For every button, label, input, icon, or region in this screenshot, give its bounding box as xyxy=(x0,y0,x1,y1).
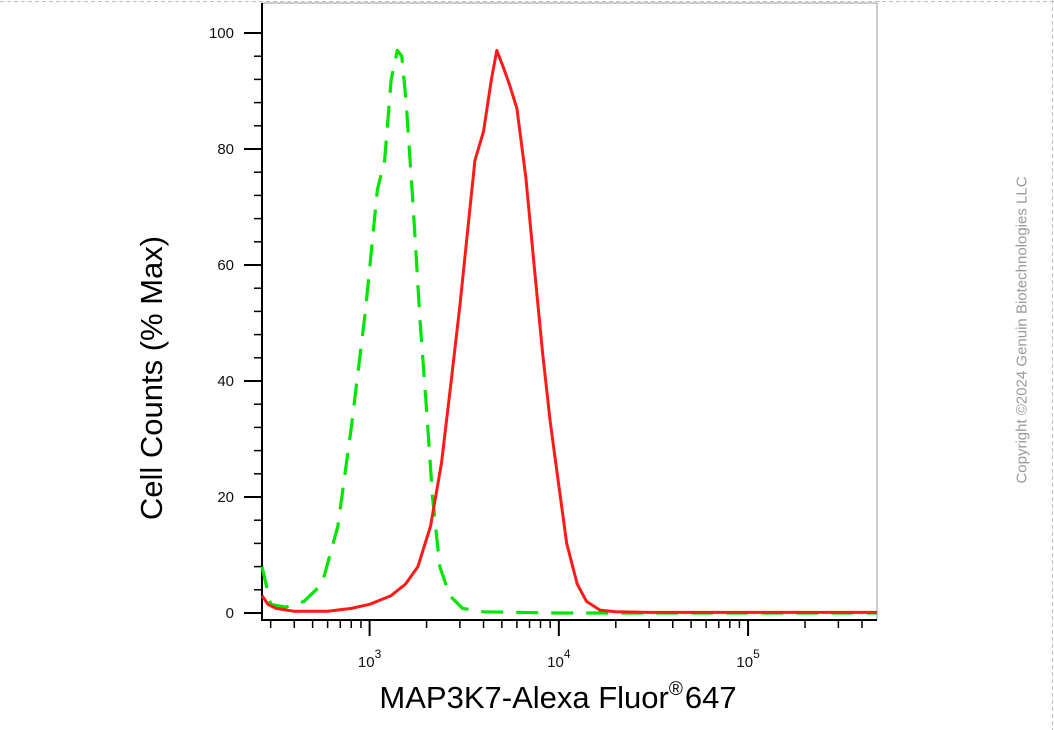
copyright-watermark: Copyright ©2024 Genuin Biotechnologies L… xyxy=(1013,176,1031,484)
y-tick-label: 80 xyxy=(217,141,234,158)
x-tick-label: 105 xyxy=(736,647,760,671)
x-tick-label: 103 xyxy=(358,647,382,671)
series-layer xyxy=(260,48,877,615)
y-tick-label: 0 xyxy=(226,605,234,622)
x-tick-exponent: 4 xyxy=(564,647,571,661)
x-axis-ticks: 103 104 105 xyxy=(269,620,863,671)
x-axis-title: MAP3K7-Alexa Fluor®647 xyxy=(379,679,736,715)
series-line-1 xyxy=(260,48,877,614)
x-axis-title-suffix: 647 xyxy=(685,680,737,715)
y-tick-label: 60 xyxy=(217,257,234,274)
series-line-0 xyxy=(260,48,877,615)
y-axis-ticks: 0 20 40 60 80 100 xyxy=(209,25,262,622)
x-tick-label: 104 xyxy=(547,647,571,671)
y-tick-label: 100 xyxy=(209,25,234,42)
x-axis-title-main: MAP3K7-Alexa Fluor xyxy=(379,680,668,715)
x-tick-exponent: 3 xyxy=(375,647,382,661)
y-axis-title: Cell Counts (% Max) xyxy=(134,236,169,520)
y-tick-label: 20 xyxy=(217,489,234,506)
x-tick-base: 10 xyxy=(358,654,375,671)
y-tick-label: 40 xyxy=(217,373,234,390)
x-tick-base: 10 xyxy=(547,654,564,671)
x-axis-title-registered: ® xyxy=(669,679,683,700)
x-tick-exponent: 5 xyxy=(753,647,760,661)
x-tick-base: 10 xyxy=(736,654,753,671)
